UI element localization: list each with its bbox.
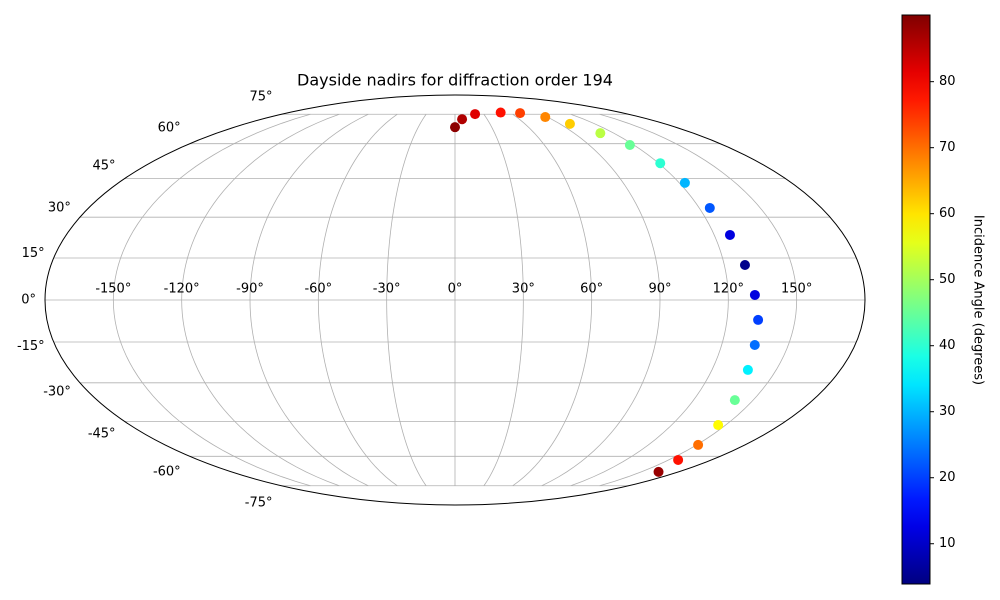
data-point bbox=[515, 108, 526, 119]
x-tick-label: -90° bbox=[236, 282, 264, 297]
data-point bbox=[679, 177, 690, 188]
data-point bbox=[653, 466, 664, 477]
grid bbox=[45, 113, 865, 487]
colorbar-label: Incidence Angle (degrees) bbox=[971, 215, 986, 385]
data-point bbox=[624, 140, 635, 151]
y-tick-label: 60° bbox=[158, 121, 181, 136]
y-tick-label: 0° bbox=[21, 293, 36, 308]
data-point bbox=[749, 289, 760, 300]
y-tick-label: 75° bbox=[249, 89, 272, 104]
y-tick-label: 30° bbox=[48, 201, 71, 216]
colorbar-tick-label: 50 bbox=[939, 272, 956, 287]
y-tick-label: -60° bbox=[153, 464, 181, 479]
x-tick-label: -150° bbox=[95, 282, 131, 297]
grid-line bbox=[181, 113, 340, 487]
data-point bbox=[595, 128, 606, 139]
y-tick-label: -45° bbox=[88, 427, 116, 442]
y-tick-label: -75° bbox=[245, 496, 273, 511]
x-tick-label: 60° bbox=[580, 282, 603, 297]
grid-line bbox=[483, 114, 524, 486]
grid-line bbox=[317, 113, 398, 487]
grid-line bbox=[599, 113, 798, 487]
grid-line bbox=[386, 114, 427, 486]
data-point bbox=[540, 112, 551, 123]
x-tick-label: -120° bbox=[164, 282, 200, 297]
data-point bbox=[749, 340, 760, 351]
data-point bbox=[495, 107, 506, 118]
data-point bbox=[470, 109, 481, 120]
data-point bbox=[739, 259, 750, 270]
data-point bbox=[742, 364, 753, 375]
grid-line bbox=[112, 113, 311, 487]
grid-line bbox=[541, 113, 661, 487]
data-point bbox=[693, 439, 704, 450]
colorbar-tick-label: 80 bbox=[939, 74, 956, 89]
x-tick-label: 30° bbox=[512, 282, 535, 297]
colorbar-tick-label: 60 bbox=[939, 206, 956, 221]
colorbar-tick-label: 10 bbox=[939, 536, 956, 551]
data-point bbox=[724, 229, 735, 240]
map-boundary bbox=[44, 94, 866, 506]
x-tick-label: 90° bbox=[648, 282, 671, 297]
data-point bbox=[713, 420, 724, 431]
x-tick-label: 150° bbox=[781, 282, 812, 297]
colorbar-tick-label: 20 bbox=[939, 470, 956, 485]
x-tick-label: 0° bbox=[448, 282, 463, 297]
data-point bbox=[729, 395, 740, 406]
grid-line bbox=[249, 113, 369, 487]
colorbar-tick-label: 70 bbox=[939, 140, 956, 155]
colorbar-tick-label: 40 bbox=[939, 338, 956, 353]
colorbar bbox=[901, 14, 931, 585]
y-tick-label: 45° bbox=[93, 158, 116, 173]
y-tick-label: -15° bbox=[17, 339, 45, 354]
data-point bbox=[753, 314, 764, 325]
y-tick-label: 15° bbox=[22, 246, 45, 261]
y-tick-label: -30° bbox=[43, 384, 71, 399]
x-tick-label: -60° bbox=[304, 282, 332, 297]
x-tick-label: 120° bbox=[713, 282, 744, 297]
grid-line bbox=[512, 113, 593, 487]
data-point bbox=[564, 118, 575, 129]
chart-title: Dayside nadirs for diffraction order 194 bbox=[297, 71, 613, 90]
data-point bbox=[450, 122, 460, 133]
colorbar-tick-label: 30 bbox=[939, 404, 956, 419]
data-point bbox=[673, 454, 684, 465]
x-tick-label: -30° bbox=[373, 282, 401, 297]
data-point bbox=[655, 158, 666, 169]
data-point bbox=[704, 202, 715, 213]
data-point bbox=[457, 114, 468, 125]
